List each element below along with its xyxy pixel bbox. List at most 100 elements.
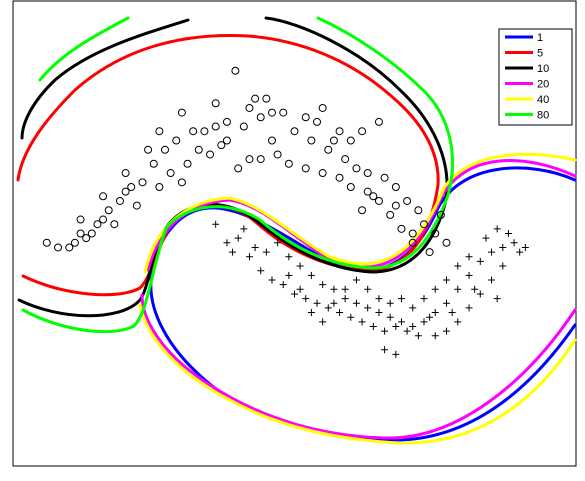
scatter-point-circle xyxy=(42,238,51,247)
scatter-point-plus xyxy=(319,318,327,326)
scatter-point-circle xyxy=(391,201,400,210)
scatter-point-plus xyxy=(223,239,231,247)
scatter-point-circle xyxy=(267,108,276,117)
scatter-point-circle xyxy=(256,113,265,122)
scatter-point-plus xyxy=(375,309,383,317)
scatter-point-circle xyxy=(290,127,299,136)
scatter-point-circle xyxy=(217,141,226,150)
scatter-point-circle xyxy=(380,173,389,182)
scatter-point-circle xyxy=(335,173,344,182)
scatter-point-plus xyxy=(386,299,394,307)
legend-box xyxy=(498,28,573,126)
scatter-point-plus xyxy=(493,295,501,303)
scatter-point-plus xyxy=(257,267,265,275)
scatter-point-circle xyxy=(211,99,220,108)
scatter-point-circle xyxy=(374,196,383,205)
scatter-point-circle xyxy=(177,178,186,187)
scatter-point-plus xyxy=(336,309,344,317)
scatter-point-plus xyxy=(375,295,383,303)
series-line-10 xyxy=(17,16,449,318)
scatter-point-circle xyxy=(335,127,344,136)
scatter-point-circle xyxy=(144,145,153,154)
series-line-1 xyxy=(149,166,577,442)
scatter-point-circle xyxy=(256,155,265,164)
scatter-point-circle xyxy=(324,145,333,154)
scatter-point-circle xyxy=(231,66,240,75)
scatter-point-plus xyxy=(397,295,405,303)
scatter-point-plus xyxy=(482,234,490,242)
scatter-point-plus xyxy=(386,313,394,321)
scatter-point-circle xyxy=(183,159,192,168)
scatter-point-plus xyxy=(448,309,456,317)
scatter-point-plus xyxy=(381,346,389,354)
scatter-point-plus xyxy=(330,285,338,293)
scatter-point-circle xyxy=(194,145,203,154)
scatter-point-circle xyxy=(363,187,372,196)
scatter-point-circle xyxy=(121,169,130,178)
scatter-point-plus xyxy=(454,262,462,270)
scatter-point-plus xyxy=(443,327,451,335)
series-line-40 xyxy=(138,152,577,445)
scatter-point-plus xyxy=(414,332,422,340)
scatter-point-circle xyxy=(76,229,85,238)
curves-layer xyxy=(16,16,577,445)
scatter-point-circle xyxy=(222,117,231,126)
scatter-point-circle xyxy=(87,229,96,238)
scatter-point-circle xyxy=(172,136,181,145)
scatter-point-circle xyxy=(346,183,355,191)
scatter-point-plus xyxy=(364,285,372,293)
legend-label-1: 1 xyxy=(537,32,543,44)
scatter-point-plus xyxy=(516,248,524,256)
plot-frame xyxy=(12,0,577,467)
series-line-80 xyxy=(21,16,455,334)
scatter-point-circle xyxy=(200,127,209,136)
scatter-point-plus xyxy=(499,243,507,251)
scatter-point-plus xyxy=(279,281,287,289)
scatter-point-plus xyxy=(319,281,327,289)
scatter-point-circle xyxy=(82,234,91,243)
scatter-point-plus xyxy=(471,285,479,293)
scatter-point-circle xyxy=(284,159,293,168)
scatter-point-plus xyxy=(307,309,315,317)
scatter-point-plus xyxy=(245,253,253,261)
scatter-point-plus xyxy=(409,304,417,312)
scatter-point-circle xyxy=(436,210,445,219)
scatter-point-plus xyxy=(296,285,304,293)
scatter-point-circle xyxy=(425,248,434,257)
legend-label-10: 10 xyxy=(537,63,549,75)
scatter-point-plus xyxy=(465,271,473,279)
scatter-point-plus xyxy=(291,290,298,298)
scatter-point-circle xyxy=(155,183,164,191)
scatter-point-circle xyxy=(245,103,254,112)
scatter-point-circle xyxy=(115,196,124,205)
scatter-point-plus xyxy=(341,295,349,303)
scatter-point-plus xyxy=(341,285,349,293)
scatter-point-plus xyxy=(313,299,321,307)
scatter-point-circle xyxy=(431,229,440,238)
scatter-point-plus xyxy=(347,313,355,321)
legend-label-20: 20 xyxy=(537,79,549,91)
scatter-point-plus xyxy=(392,350,400,358)
scatter-point-plus xyxy=(397,318,405,326)
scatter-point-circle xyxy=(352,164,361,173)
scatter-point-plus xyxy=(352,276,360,284)
scatter-point-circle xyxy=(374,117,383,126)
scatter-point-circle xyxy=(149,159,158,168)
scatter-point-circle xyxy=(132,201,141,210)
scatter-point-circle xyxy=(245,155,254,164)
scatter-point-plus xyxy=(420,318,428,326)
legend-label-80: 80 xyxy=(537,110,549,122)
scatter-point-plus xyxy=(358,318,366,326)
scatter-point-circle xyxy=(206,150,215,159)
scatter-point-plus xyxy=(352,299,360,307)
scatter-point-circle xyxy=(358,206,367,215)
scatter-point-circle xyxy=(155,127,164,136)
scatter-point-circle xyxy=(189,127,198,136)
scatter-point-circle xyxy=(211,122,220,131)
scatter-point-plus xyxy=(240,225,248,233)
scatter-point-circle xyxy=(99,215,108,224)
scatter-point-plus xyxy=(307,271,315,279)
scatter-point-circle xyxy=(99,192,108,201)
scatter-point-plus xyxy=(521,243,529,251)
